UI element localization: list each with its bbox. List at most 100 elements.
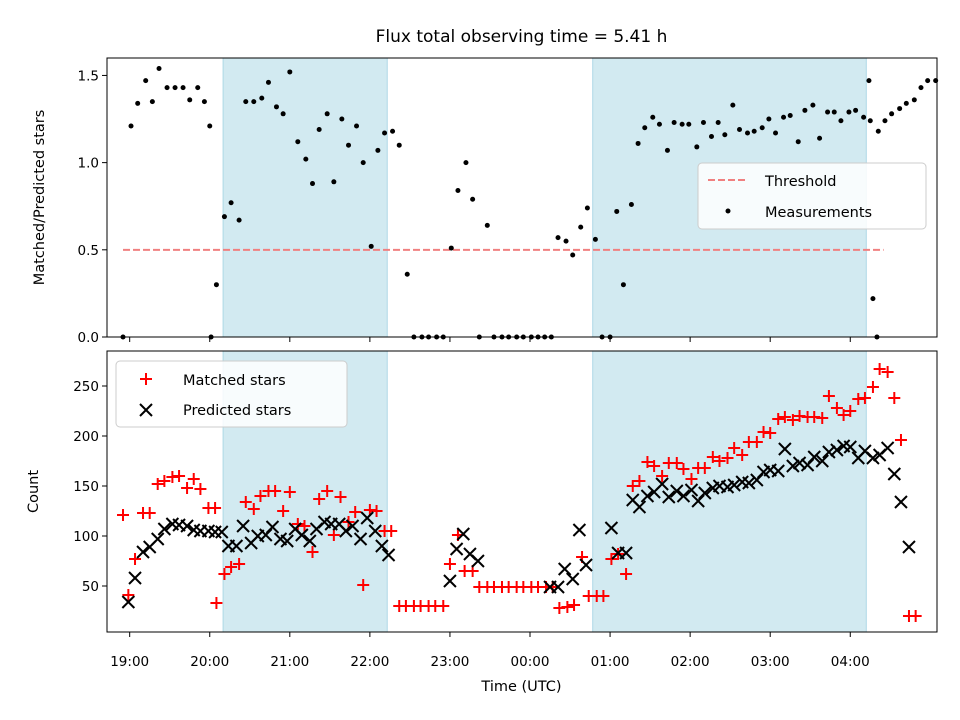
matched-stars-point xyxy=(151,478,164,490)
measurement-point xyxy=(903,100,909,106)
top-x-ticks xyxy=(129,337,851,342)
measurement-point xyxy=(213,282,219,288)
predicted-stars-point xyxy=(303,534,317,548)
predicted-stars-point xyxy=(640,489,655,503)
matched-stars-point xyxy=(117,509,130,521)
measurement-point xyxy=(243,99,249,105)
measurement-point xyxy=(722,132,728,138)
legend-predicted-marker xyxy=(139,403,153,417)
predicted-stars-point xyxy=(150,532,165,546)
measurement-point xyxy=(875,128,881,134)
predicted-stars-point xyxy=(894,495,908,509)
matched-stars-point xyxy=(129,553,142,565)
measurement-point xyxy=(368,243,374,249)
x-axis-label: Time (UTC) xyxy=(480,679,561,695)
predicted-stars-point xyxy=(345,519,360,533)
measurement-point xyxy=(156,65,162,71)
y-tick-label: 0.5 xyxy=(78,243,99,259)
y-tick-label: 1.5 xyxy=(78,68,99,84)
matched-stars-point xyxy=(894,434,907,446)
y-tick-label: 100 xyxy=(73,529,99,545)
predicted-stars-point xyxy=(655,477,669,491)
measurement-point xyxy=(463,160,469,166)
matched-stars-point xyxy=(786,414,799,426)
matched-stars-point xyxy=(772,413,785,425)
predicted-stars-point xyxy=(880,441,895,455)
measurement-point xyxy=(280,111,286,117)
matched-stars-point xyxy=(158,475,171,487)
x-tick-label: 01:00 xyxy=(591,654,630,670)
matched-stars-point xyxy=(605,553,618,565)
measurement-point xyxy=(700,120,706,126)
matched-stars-point xyxy=(239,496,252,508)
x-tick-label: 22:00 xyxy=(350,654,389,670)
measurement-point xyxy=(751,128,757,134)
measurement-point xyxy=(846,109,852,115)
legend-threshold-label: Threshold xyxy=(764,174,836,190)
measurement-point xyxy=(360,160,366,166)
bottom-legend-box xyxy=(115,360,348,428)
predicted-stars-point xyxy=(339,524,353,538)
matched-stars-point xyxy=(209,502,222,514)
matched-stars-point xyxy=(437,600,450,612)
predicted-stars-point xyxy=(902,540,916,554)
predicted-stars-point xyxy=(360,511,374,525)
predicted-stars-point xyxy=(742,476,756,490)
measurement-point xyxy=(825,109,831,115)
bottom-shaded-regions xyxy=(222,350,867,633)
predicted-stars-point xyxy=(121,595,136,609)
predicted-stars-point xyxy=(604,521,619,535)
legend-matched-marker xyxy=(140,373,152,385)
predicted-stars-point xyxy=(843,440,857,454)
bottom-plot-frame xyxy=(106,350,938,633)
matched-stars-point xyxy=(187,473,200,485)
matched-stars-point xyxy=(568,599,581,611)
measurement-points xyxy=(120,65,939,340)
matched-stars-point xyxy=(357,579,370,591)
measurement-point xyxy=(187,97,193,103)
measurement-point xyxy=(664,147,670,153)
measurement-point xyxy=(642,125,648,131)
measurement-point xyxy=(911,97,917,103)
y-tick-label: 150 xyxy=(73,479,99,495)
measurement-point xyxy=(853,107,859,113)
predicted-stars-point xyxy=(822,445,836,459)
predicted-stars-point xyxy=(632,500,647,514)
predicted-stars-point xyxy=(375,539,389,553)
predicted-stars-point xyxy=(807,450,821,464)
matched-stars-point xyxy=(443,558,456,570)
measurement-point xyxy=(149,99,155,105)
matched-stars-point xyxy=(122,589,135,601)
measurement-point xyxy=(810,102,816,108)
bottom-legend: Matched stars Predicted stars xyxy=(115,360,348,428)
matched-stars-point xyxy=(830,402,843,414)
measurement-point xyxy=(708,133,714,139)
predicted-stars-point xyxy=(572,523,587,537)
measurement-point xyxy=(715,120,721,126)
matched-stars-point xyxy=(306,546,319,558)
measurement-point xyxy=(316,126,322,132)
measurement-point xyxy=(861,114,867,120)
matched-stars-point xyxy=(881,366,894,378)
y-tick-label: 1.0 xyxy=(78,156,99,172)
measurement-point xyxy=(484,222,490,228)
measurement-point xyxy=(918,85,924,91)
predicted-stars-point xyxy=(381,548,396,562)
predicted-stars-point xyxy=(727,478,741,492)
matched-stars-point xyxy=(736,449,749,461)
predicted-stars-point xyxy=(698,486,712,500)
measurement-point xyxy=(382,130,388,136)
matched-stars-point xyxy=(713,455,726,467)
predicted-stars-point xyxy=(295,528,309,542)
measurement-point xyxy=(331,179,337,185)
predicted-stars-point xyxy=(815,454,829,468)
legend-measurements-marker xyxy=(725,208,731,214)
measurement-point xyxy=(686,121,692,127)
predicted-stars-point xyxy=(866,451,880,465)
matched-stars-point xyxy=(698,462,711,474)
predicted-stars-point xyxy=(157,522,172,536)
predicted-stars-point xyxy=(771,464,785,478)
measurement-point xyxy=(694,144,700,150)
top-panel: 0.0 0.5 1.0 1.5 Matched/Predicted stars Thr… xyxy=(32,57,939,346)
